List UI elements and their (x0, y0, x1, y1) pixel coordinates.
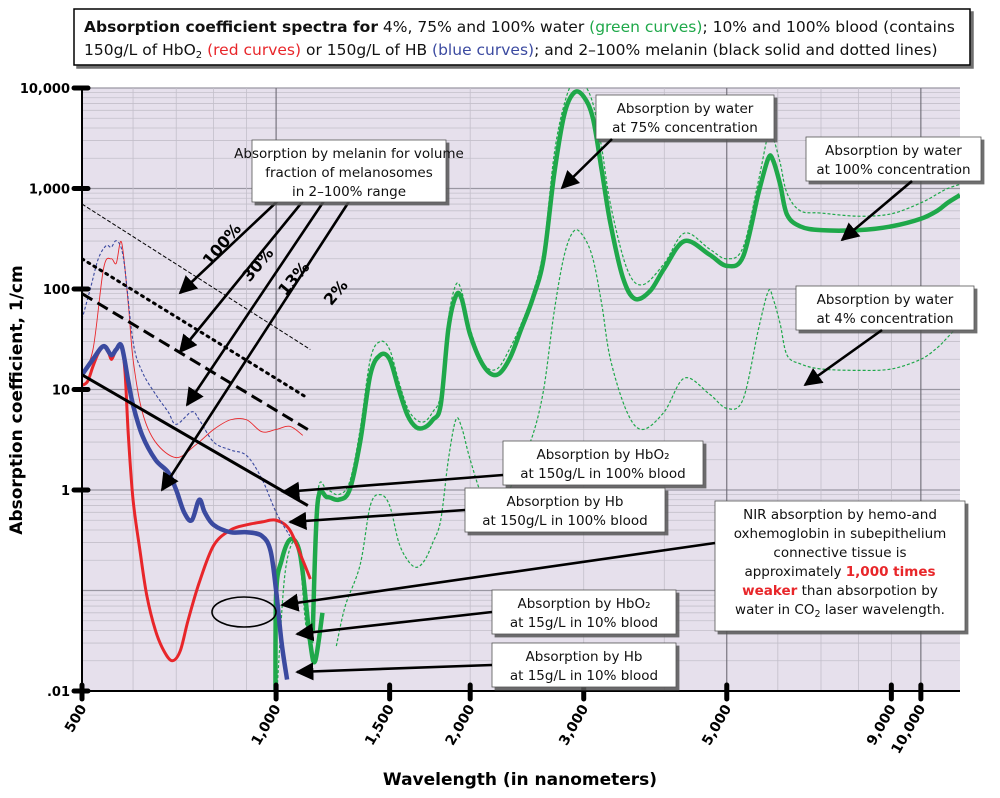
y-tick-label: 1,000 (29, 183, 70, 198)
callout-line: at 150g/L in 100% blood (482, 513, 647, 529)
callout-box (491, 589, 677, 635)
callout-line: at 75% concentration (612, 120, 758, 136)
arrow-hbo2-100 (281, 473, 504, 500)
callout-span: than absorpotion by (797, 583, 937, 599)
callout-line: at 150g/L in 100% blood (520, 466, 685, 482)
arrow-water-75 (560, 138, 613, 190)
callout-melanin: Absorption by melanin for volume fraction… (234, 139, 464, 203)
callout-line: at 15g/L in 10% blood (510, 615, 658, 631)
callout-line: Absorption by Hb (526, 649, 643, 665)
y-ticks: 10,000 1,000 100 10 1 .01 (20, 82, 91, 700)
x-tick-label: 500 (62, 702, 91, 736)
callout-highlight: weaker (742, 583, 798, 599)
x-tick-label: 1,000 (249, 702, 285, 749)
arrow-hbo2-10 (295, 610, 493, 642)
callout-water-100: Absorption by water at 100% concentration (805, 136, 982, 182)
callout-line: approximately 1,000 times (744, 564, 935, 580)
callout-box (805, 136, 982, 182)
callout-box (251, 139, 447, 203)
arrow-melanin-13 (185, 194, 330, 407)
series-water4 (335, 229, 960, 647)
callout-hb-100: Absorption by Hb at 150g/L in 100% blood (464, 487, 666, 533)
callout-line: water in CO2 laser wavelength. (735, 602, 945, 620)
x-axis-label: Wavelength (in nanometers) (383, 770, 657, 790)
title-line-2: 150g/L of HbO2 (red curves) or 150g/L of… (84, 41, 938, 61)
callout-span: water in CO (735, 602, 814, 618)
series-hb_10 (82, 341, 290, 680)
series-hb_100 (82, 240, 291, 537)
highlight-ellipse (211, 596, 277, 628)
arrow-melanin-30 (178, 189, 314, 354)
x-tick-label: 2,000 (443, 702, 479, 749)
series-mel_13 (82, 292, 309, 431)
callout-line: connective tissue is (773, 545, 906, 561)
callout-highlight: 1,000 times (846, 564, 936, 580)
callout-water-75: Absorption by water at 75% concentration (595, 94, 775, 140)
callout-box (795, 285, 975, 331)
callout-box (502, 440, 704, 486)
callout-hbo2-10: Absorption by HbO₂ at 15g/L in 10% blood (491, 589, 677, 635)
series-water100 (312, 88, 960, 644)
callout-box (491, 642, 677, 688)
callout-line: oxhemoglobin in subepithelium (734, 526, 947, 542)
y-tick-label: .01 (47, 685, 70, 700)
curves (82, 88, 960, 691)
callout-hbo2-100: Absorption by HbO₂ at 150g/L in 100% bloo… (502, 440, 704, 486)
x-tick-label: 1,500 (362, 702, 398, 749)
callout-line: Absorption by water (825, 143, 962, 159)
callout-line: at 100% concentration (816, 162, 970, 178)
callout-line: Absorption by Hb (507, 494, 624, 510)
callout-line: Absorption by melanin for volume (234, 146, 464, 162)
y-tick-label: 100 (43, 283, 70, 298)
y-axis-label: Absorption coefficient, 1/cm (7, 265, 27, 534)
arrow-hb-10 (295, 662, 493, 681)
y-tick-label: 10,000 (20, 82, 70, 97)
title-line-1: Absorption coefficient spectra for 4%, 7… (84, 18, 955, 36)
callout-line: NIR absorption by hemo-and (743, 507, 937, 523)
callout-box (464, 487, 666, 533)
callout-subscript: 2 (814, 609, 820, 620)
callout-line: at 15g/L in 10% blood (510, 668, 658, 684)
callout-span: approximately (744, 564, 845, 580)
callout-line: Absorption by water (617, 101, 754, 117)
x-tick-label: 5,000 (699, 702, 735, 749)
x-tick-label: 3,000 (556, 702, 592, 749)
callout-line: in 2–100% range (292, 184, 406, 200)
callout-box (714, 500, 966, 632)
callout-water-4: Absorption by water at 4% concentration (795, 285, 975, 331)
arrow-melanin-2 (160, 199, 352, 492)
y-tick-label: 10 (52, 384, 70, 399)
series-water75 (310, 89, 960, 631)
callout-line: at 4% concentration (816, 311, 953, 327)
callout-line: Absorption by HbO₂ (518, 596, 651, 612)
series-mel_30 (82, 257, 307, 399)
callout-span: laser wavelength. (821, 602, 945, 618)
callout-line: Absorption by water (817, 292, 954, 308)
callout-box (595, 94, 775, 140)
series-hbo2_100 (82, 240, 304, 459)
callout-nir: NIR absorption by hemo-and oxhemoglobin i… (714, 500, 966, 632)
arrow-nir (280, 541, 716, 612)
arrow-hb-100 (288, 508, 466, 530)
callout-line: Absorption by HbO₂ (537, 447, 670, 463)
callout-line: weaker than absorpotion by (742, 583, 938, 599)
arrow-water-4 (803, 328, 883, 387)
y-tick-label: 1 (61, 484, 70, 499)
chart-title: Absorption coefficient spectra for 4%, 7… (73, 8, 971, 66)
title-bold: Absorption coefficient spectra for (84, 18, 378, 36)
callout-line: fraction of melanosomes (265, 165, 433, 181)
callout-hb-10: Absorption by Hb at 15g/L in 10% blood (491, 642, 677, 688)
arrow-water-100 (840, 180, 913, 242)
